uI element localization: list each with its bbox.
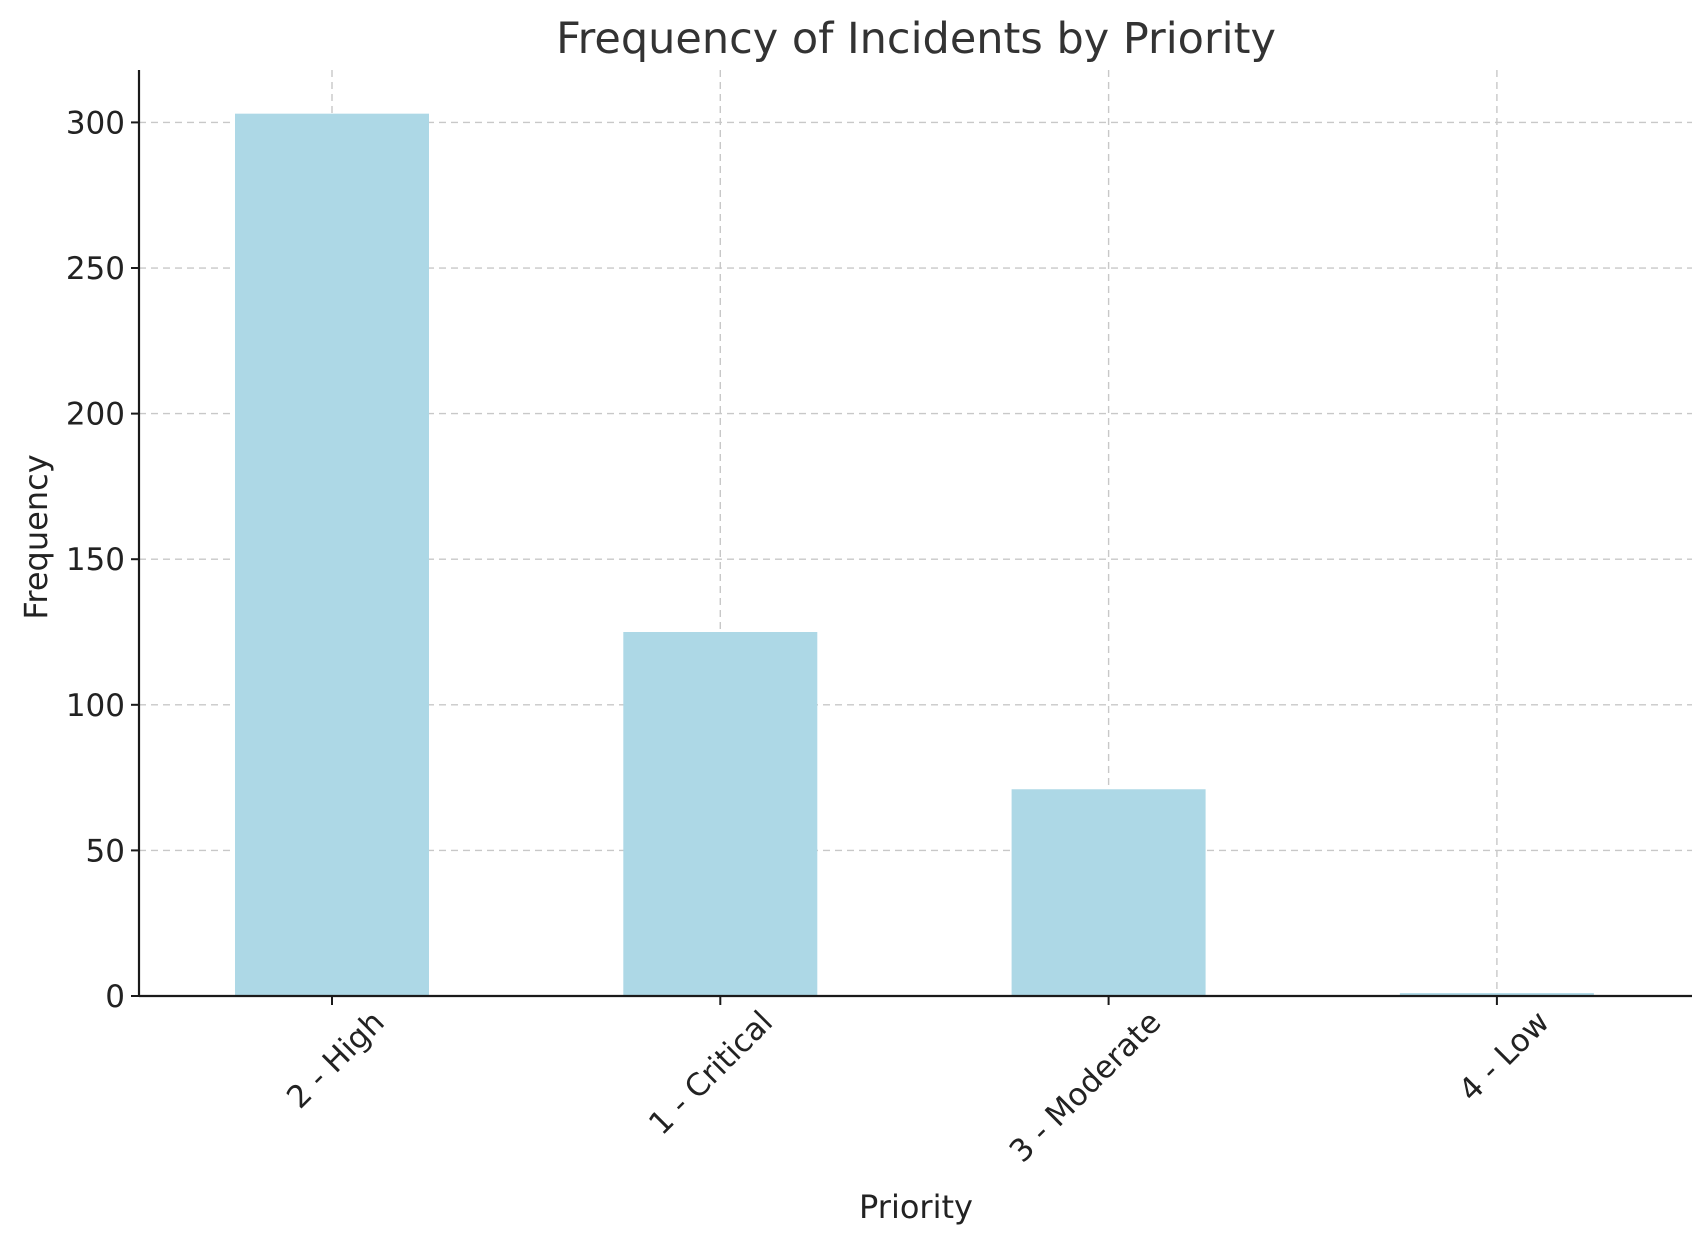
x-tick-label: 2 - High: [280, 1004, 392, 1116]
y-tick-label: 200: [66, 397, 125, 433]
y-tick-label: 150: [66, 542, 125, 578]
y-ticks: 0 50 100 150 200 250 300: [66, 105, 139, 1015]
bars: [235, 113, 1594, 996]
x-tick-label: 3 - Moderate: [1003, 1004, 1169, 1170]
chart-title: Frequency of Incidents by Priority: [556, 14, 1276, 64]
y-tick-label: 300: [66, 105, 125, 141]
x-axis-label: Priority: [859, 1188, 973, 1226]
axes: [137, 70, 1692, 998]
y-tick-label: 250: [66, 251, 125, 287]
bar: [623, 632, 818, 996]
x-tick-label: 4 - Low: [1452, 1004, 1556, 1108]
bar: [235, 113, 429, 996]
bar: [1011, 789, 1206, 996]
y-tick-label: 0: [105, 979, 125, 1015]
y-tick-label: 100: [66, 688, 125, 724]
x-ticks: 2 - High 1 - Critical 3 - Moderate 4 - Low: [280, 996, 1557, 1170]
x-tick-label: 1 - Critical: [642, 1004, 780, 1142]
y-axis-label: Frequency: [17, 454, 55, 619]
bar: [1399, 993, 1594, 996]
y-tick-label: 50: [86, 833, 125, 869]
